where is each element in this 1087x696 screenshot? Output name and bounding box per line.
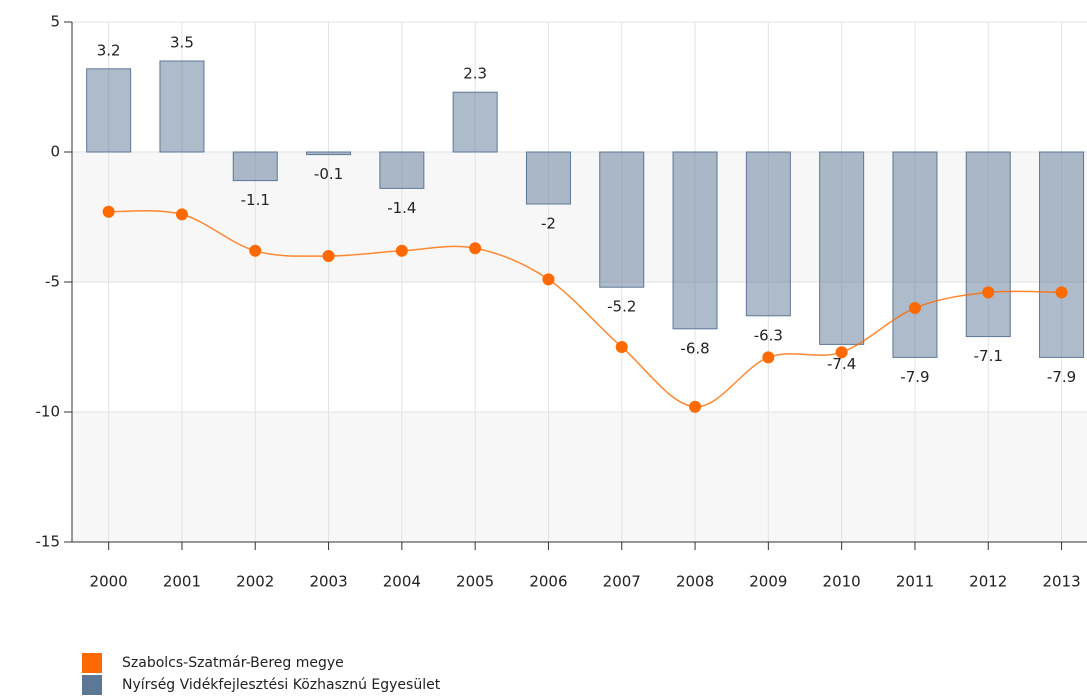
- data-label: -1.4: [387, 199, 416, 217]
- point: [322, 250, 335, 262]
- bar: [306, 151, 352, 156]
- line: [108, 210, 1062, 408]
- point: [395, 244, 408, 257]
- data-label: -7.9: [1047, 368, 1076, 386]
- legend-label: Nyírség Vidékfejlesztési Közhasznú Egyes…: [122, 677, 441, 693]
- point: [615, 341, 628, 353]
- x-tick-label: 2006: [529, 573, 567, 591]
- point: [982, 286, 995, 299]
- data-label: -5.2: [607, 298, 636, 316]
- bar: [232, 151, 278, 182]
- point: [175, 208, 188, 221]
- legend-label: Szabolcs-Szatmár-Bereg megye: [122, 655, 344, 671]
- x-tick-label: 2007: [603, 573, 641, 591]
- bar: [1039, 151, 1085, 358]
- bar: [965, 151, 1011, 338]
- y-tick-label: 0: [50, 143, 60, 161]
- plot-band: [72, 412, 1087, 542]
- y-tick-label: -10: [36, 403, 61, 421]
- bar: [379, 151, 425, 189]
- legend-swatch: [82, 675, 102, 695]
- x-tick-label: 2003: [309, 573, 347, 591]
- x-tick-label: 2010: [823, 573, 861, 591]
- point: [762, 351, 775, 364]
- x-tick-label: 2012: [969, 573, 1007, 591]
- x-tick-label: 2005: [456, 573, 494, 591]
- y-tick-label: 5: [50, 13, 60, 31]
- point: [542, 273, 555, 286]
- data-label: -7.9: [900, 368, 929, 386]
- point: [835, 346, 848, 359]
- data-label: -6.8: [680, 339, 709, 357]
- bar: [672, 151, 718, 330]
- y-tick-label: -15: [36, 533, 61, 551]
- point: [249, 244, 262, 257]
- x-tick-label: 2001: [163, 573, 201, 591]
- data-label: -6.3: [754, 326, 783, 344]
- bar: [159, 60, 205, 153]
- bar: [745, 151, 791, 317]
- x-tick-label: 2002: [236, 573, 274, 591]
- data-label: 2.3: [463, 65, 487, 83]
- data-label: -7.4: [827, 355, 856, 373]
- data-label: -0.1: [314, 165, 343, 183]
- legend-swatch: [82, 653, 102, 673]
- bar: [819, 151, 865, 345]
- x-tick-label: 2000: [90, 573, 128, 591]
- bar: [599, 151, 645, 288]
- point: [102, 205, 115, 218]
- point: [1055, 286, 1068, 299]
- data-label: 3.5: [170, 34, 194, 52]
- bar: [452, 91, 498, 153]
- x-tick-label: 2004: [383, 573, 421, 591]
- x-tick-label: 2011: [896, 573, 934, 591]
- data-label: -7.1: [974, 347, 1003, 365]
- bar: [892, 151, 938, 358]
- point: [689, 400, 702, 413]
- x-tick-label: 2008: [676, 573, 714, 591]
- x-tick-label: 2009: [749, 573, 787, 591]
- data-label: -1.1: [241, 191, 270, 209]
- data-label: -2: [541, 215, 556, 233]
- data-label: 3.2: [97, 41, 121, 59]
- bar: [86, 68, 132, 153]
- point: [908, 302, 921, 314]
- y-tick-label: -5: [45, 273, 60, 291]
- x-tick-label: 2013: [1042, 573, 1080, 591]
- bar: [525, 151, 571, 205]
- point: [469, 242, 482, 255]
